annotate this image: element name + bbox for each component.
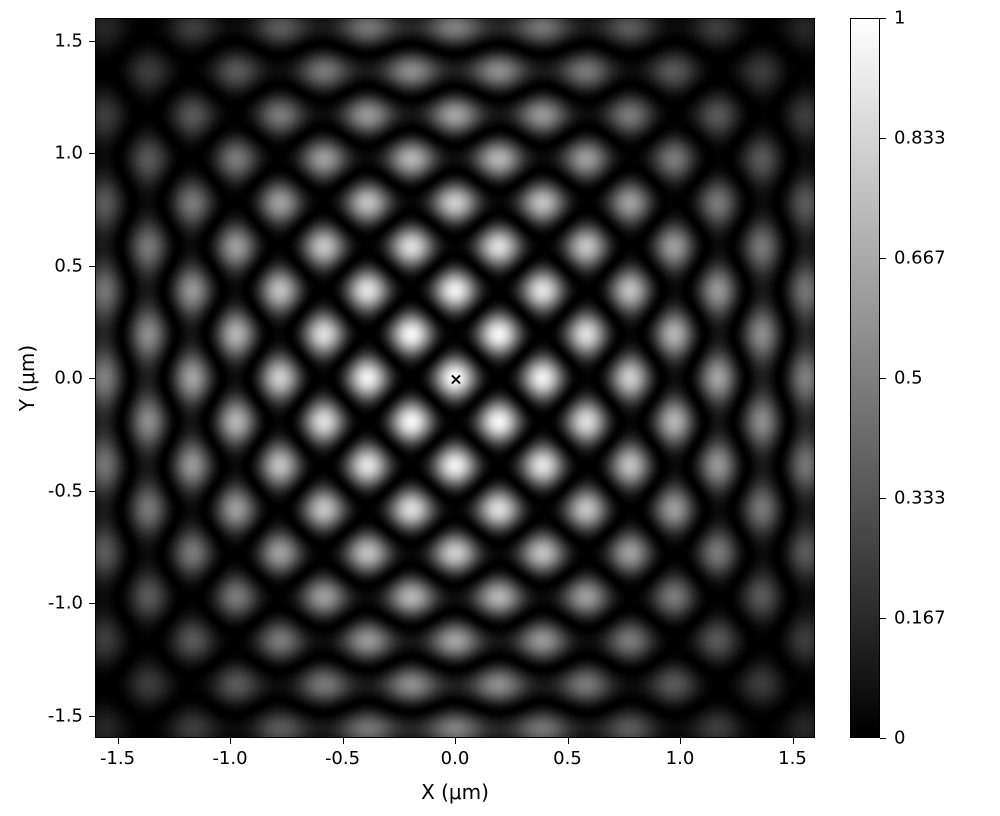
x-tick-label: -1.5 [100,748,135,769]
y-tick-mark [89,266,95,267]
colorbar-tick-mark [880,498,886,499]
x-tick-label: 0.0 [441,748,470,769]
x-tick-label: 1.0 [666,748,695,769]
colorbar-tick-mark [880,258,886,259]
y-tick-label: 0.0 [54,368,83,389]
y-tick-label: 1.0 [54,143,83,164]
x-tick-mark [118,738,119,744]
colorbar [850,18,880,738]
x-tick-label: -1.0 [212,748,247,769]
y-tick-label: -0.5 [48,480,83,501]
colorbar-tick-label: 0.5 [894,368,923,389]
y-tick-label: 0.5 [54,255,83,276]
heatmap-canvas [96,19,814,737]
x-tick-mark [343,738,344,744]
x-tick-label: -0.5 [325,748,360,769]
x-axis-label: X (μm) [421,780,489,804]
x-tick-mark [230,738,231,744]
colorbar-tick-mark [880,738,886,739]
colorbar-tick-label: 0.833 [894,128,946,149]
colorbar-canvas [851,19,879,737]
y-tick-label: 1.5 [54,30,83,51]
y-tick-mark [89,378,95,379]
colorbar-tick-label: 0.667 [894,247,946,268]
colorbar-tick-mark [880,138,886,139]
colorbar-tick-label: 0.333 [894,488,946,509]
colorbar-tick-mark [880,618,886,619]
colorbar-tick-mark [880,18,886,19]
x-tick-label: 1.5 [778,748,807,769]
heatmap-plot: × [95,18,815,738]
colorbar-tick-label: 0 [894,728,905,749]
y-tick-mark [89,153,95,154]
x-tick-mark [455,738,456,744]
y-tick-mark [89,603,95,604]
x-tick-label: 0.5 [553,748,582,769]
x-tick-mark [793,738,794,744]
y-axis-label: Y (μm) [15,345,39,411]
x-tick-mark [568,738,569,744]
y-tick-mark [89,41,95,42]
x-tick-mark [680,738,681,744]
y-tick-label: -1.5 [48,705,83,726]
y-tick-label: -1.0 [48,593,83,614]
colorbar-tick-label: 1 [894,8,905,29]
colorbar-tick-label: 0.167 [894,607,946,628]
figure: × -1.5 -1.0 -0.5 0.0 0.5 1.0 1.5 -1.5 -1.0 -0.5 0… [0,0,1000,816]
y-tick-mark [89,491,95,492]
colorbar-tick-mark [880,378,886,379]
y-tick-mark [89,716,95,717]
